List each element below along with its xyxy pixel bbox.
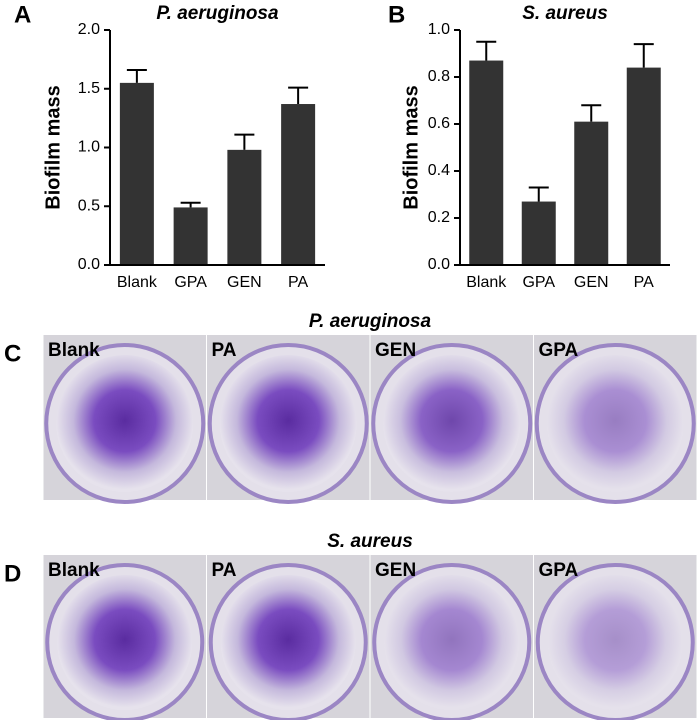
well-label: Blank <box>48 340 100 361</box>
well-stain <box>56 355 194 492</box>
y-tick-label: 0.8 <box>428 68 450 85</box>
bar <box>574 121 609 266</box>
y-tick-label: 1.5 <box>78 80 100 97</box>
well-photo <box>370 335 533 504</box>
panel-label: C <box>4 340 21 367</box>
panel-label: B <box>388 1 405 28</box>
photo-title: P. aeruginosa <box>309 311 432 332</box>
bar <box>119 82 154 265</box>
y-tick-label: 0.6 <box>428 115 450 132</box>
x-tick-label: GEN <box>574 274 609 291</box>
y-tick-label: 0.0 <box>78 256 100 273</box>
bar <box>227 149 262 265</box>
panel-label: D <box>4 560 21 587</box>
y-tick-label: 0.2 <box>428 209 450 226</box>
x-tick-label: Blank <box>117 274 158 291</box>
bar <box>469 60 504 265</box>
well-stain <box>220 575 356 710</box>
bar <box>281 104 316 266</box>
bar <box>173 207 208 265</box>
well-label: GEN <box>375 560 416 581</box>
chart-title: S. aureus <box>522 3 608 24</box>
chart-title: P. aeruginosa <box>156 3 279 24</box>
well-photo <box>43 335 206 504</box>
well-label: GPA <box>539 340 579 361</box>
well-stain <box>546 355 684 492</box>
well-stain <box>57 575 193 710</box>
y-axis-label: Biofilm mass <box>42 85 64 209</box>
x-tick-label: PA <box>634 274 654 291</box>
photo-title: S. aureus <box>327 531 413 552</box>
well-stain <box>219 355 357 492</box>
well-photo <box>207 555 370 720</box>
well-photo <box>207 335 370 504</box>
bar <box>521 201 556 265</box>
y-tick-label: 1.0 <box>78 139 100 156</box>
well-stain <box>547 575 683 710</box>
well-label: PA <box>212 560 237 581</box>
x-tick-label: GPA <box>522 274 555 291</box>
y-axis-label: Biofilm mass <box>400 85 422 209</box>
well-photo <box>534 555 697 720</box>
well-photo <box>370 555 533 720</box>
y-tick-label: 2.0 <box>78 21 100 38</box>
y-tick-label: 0.0 <box>428 256 450 273</box>
well-photo <box>43 555 206 720</box>
x-tick-label: PA <box>288 274 308 291</box>
well-label: PA <box>212 340 237 361</box>
well-label: GEN <box>375 340 416 361</box>
well-stain <box>384 575 520 710</box>
well-label: GPA <box>539 560 579 581</box>
panel-label: A <box>14 1 31 28</box>
bar <box>626 67 661 265</box>
y-tick-label: 0.4 <box>428 162 450 179</box>
x-tick-label: GPA <box>174 274 207 291</box>
well-stain <box>383 355 521 492</box>
x-tick-label: GEN <box>227 274 262 291</box>
y-tick-label: 0.5 <box>78 197 100 214</box>
well-photo <box>534 335 697 504</box>
well-label: Blank <box>48 560 100 581</box>
x-tick-label: Blank <box>466 274 507 291</box>
y-tick-label: 1.0 <box>428 21 450 38</box>
